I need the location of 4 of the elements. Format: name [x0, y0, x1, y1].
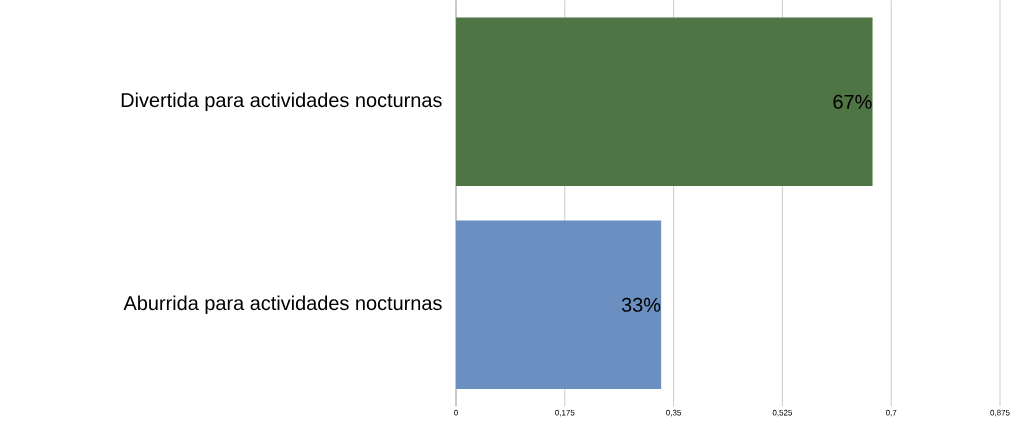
y-tick-label: Aburrida para actividades nocturnas — [123, 295, 442, 314]
y-tick-label: Divertida para actividades nocturnas — [121, 92, 442, 111]
data-label: 67% — [833, 94, 872, 109]
data-label: 33% — [621, 297, 661, 312]
